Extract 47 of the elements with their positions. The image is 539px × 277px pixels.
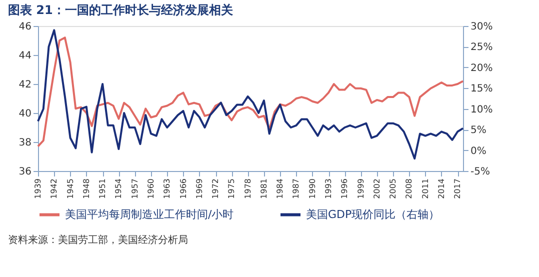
y2-tick-label: 30% [470,22,493,32]
y2-tick-label: 20% [470,62,493,74]
x-tick-label: 2005 [388,178,398,199]
x-tick-label: 1978 [243,178,252,199]
y-tick-label: 42 [18,80,32,90]
x-tick-label: 2002 [372,178,382,199]
text: 资料来源：美国劳工部，美国经济分析局 [8,234,188,246]
y-tick-label: 40 [18,108,32,120]
x-tick-label: 1960 [146,178,156,199]
legend-label: 美国平均每周制造业工作时间/小时 [65,208,234,221]
x-tick-label: 2011 [420,178,430,199]
y2-tick-label: -5% [470,166,490,178]
x-tick-label: 1963 [162,178,172,199]
x-tick-label: 1957 [130,178,140,199]
y-tick-label: 46 [18,22,32,32]
x-tick-label: 1990 [308,178,317,199]
y2-tick-label: 5% [470,125,486,136]
x-tick-label: 1942 [50,178,59,199]
x-tick-label: 1987 [292,178,301,199]
x-tick-label: 1954 [114,178,124,199]
x-tick-label: 2008 [404,178,414,199]
x-tick-label: 1975 [227,178,236,199]
y2-tick-label: 10% [470,104,493,116]
y-tick-label: 38 [18,138,32,148]
x-tick-label: 2014 [436,178,446,199]
x-tick-label: 1948 [82,178,91,199]
line-series [37,36,464,148]
x-tick-label: 1939 [34,178,42,199]
x-tick-label: 1969 [194,178,204,199]
x-tick-label: 1945 [66,178,75,199]
chart-title: 图表 21：一国的工作时长与经济发展相关 [8,3,234,17]
line-series [37,29,464,160]
x-tick-label: 1984 [276,178,285,199]
x-tick-label: 1966 [178,178,188,199]
x-tick-label: 1951 [98,178,108,199]
x-tick-label: 1981 [259,178,268,199]
y2-tick-label: 25% [470,42,493,54]
x-tick-label: 2017 [453,178,462,199]
y-tick-label: 44 [18,50,32,62]
x-tick-label: 1996 [340,178,350,199]
y2-tick-label: 15% [470,84,493,95]
y2-tick-label: 0% [470,146,486,157]
legend-label: 美国GDP现价同比（右轴） [306,208,440,221]
y-tick-label: 36 [18,166,32,178]
x-tick-label: 1993 [324,178,334,199]
x-tick-label: 1972 [211,178,220,199]
x-tick-label: 1999 [356,178,366,199]
